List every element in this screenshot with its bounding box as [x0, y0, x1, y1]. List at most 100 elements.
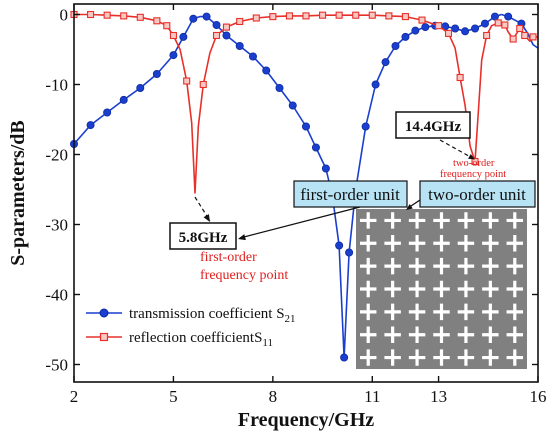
inset-cross-cell: [457, 257, 475, 275]
x-tick-label: 13: [430, 387, 447, 406]
data-point: [335, 241, 344, 250]
inset-cross-cell: [408, 235, 426, 252]
inset-cross-cell: [359, 212, 377, 229]
annotation-first-order: 5.8GHz first-order frequency point: [169, 196, 288, 283]
data-point: [248, 52, 257, 61]
inset-cross-cell: [457, 326, 475, 343]
inset-cross-cell: [408, 280, 426, 298]
y-tick-label: -50: [45, 356, 68, 375]
legend-label-s11: reflection coefficientS11: [129, 330, 273, 349]
x-tick-label: 5: [169, 387, 178, 406]
inset-cross-cell: [482, 280, 499, 298]
data-point: [311, 143, 320, 152]
y-tick-label: 0: [60, 6, 69, 25]
inset-cross-cell: [359, 280, 377, 298]
data-point: [421, 23, 430, 32]
inset-cross-cell: [408, 349, 426, 366]
inset-cross-cell: [433, 235, 450, 252]
inset-cross-cell: [457, 235, 475, 252]
data-point: [319, 11, 327, 19]
data-point: [199, 80, 207, 89]
inset-cross-cell: [384, 212, 401, 229]
two-order-unit-label: two-order unit: [428, 185, 526, 204]
data-point: [189, 14, 198, 23]
inset-cross-cell: [384, 257, 401, 275]
data-point: [451, 24, 460, 33]
y-tick-label: -10: [45, 76, 68, 95]
data-point: [516, 24, 524, 33]
inset-cross-cell: [384, 303, 401, 321]
arrow-head-14-4ghz: [468, 154, 475, 160]
x-tick-label: 8: [269, 387, 278, 406]
y-axis-title: S-parameters/dB: [7, 120, 29, 266]
data-point: [252, 14, 260, 22]
data-point: [435, 22, 443, 30]
label-5-8ghz: 5.8GHz: [179, 230, 228, 246]
data-point: [222, 23, 231, 31]
data-point: [136, 13, 144, 21]
data-point: [321, 164, 330, 173]
data-point: [103, 11, 111, 19]
data-point: [202, 12, 211, 21]
data-point: [368, 11, 376, 19]
inset-cross-cell: [433, 303, 450, 321]
data-point: [494, 19, 502, 27]
first-order-point-line1: first-order: [200, 250, 257, 265]
inset-cross-cell: [482, 326, 499, 343]
two-order-point-line1: two-order: [453, 158, 495, 169]
data-point: [179, 32, 188, 41]
inset-cross-cell: [408, 303, 426, 321]
data-point: [529, 33, 537, 41]
y-tick-label: -40: [45, 286, 68, 305]
data-point: [235, 42, 244, 51]
annotation-two-order: 14.4GHz two-order frequency point: [395, 111, 506, 180]
data-point: [401, 32, 410, 41]
x-axis-title: Frequency/GHz: [238, 409, 374, 431]
data-point: [169, 51, 178, 60]
inset-cross-cell: [433, 212, 450, 229]
data-point: [340, 353, 349, 362]
inset-cross-cell: [433, 349, 450, 366]
inset-cross-cell: [408, 326, 426, 343]
inset-cross-cell: [359, 303, 377, 321]
inset-cross-cell: [457, 303, 475, 321]
inset-cross-cell: [408, 257, 426, 275]
inset-cross-cell: [384, 235, 401, 252]
first-order-unit-arrow-head: [238, 234, 246, 241]
inset-cross-cell: [408, 212, 426, 229]
legend-label-s21-sub: 21: [285, 313, 296, 325]
first-order-point-line2: frequency point: [200, 268, 288, 283]
legend-label-s21: transmission coefficient S21: [129, 306, 296, 325]
inset-cross-cell: [359, 235, 377, 252]
data-point: [269, 13, 277, 21]
inset-cross-cell: [457, 280, 475, 298]
data-point: [471, 24, 480, 33]
data-point: [103, 108, 112, 117]
data-point: [371, 80, 380, 89]
inset-cross-cell: [506, 349, 524, 366]
inset-cross-cell: [433, 280, 450, 298]
inset-cross-cell: [482, 235, 499, 252]
data-point: [302, 12, 310, 20]
plot-frame: [73, 3, 539, 383]
data-point: [119, 95, 128, 104]
arrow-head-5-8ghz: [203, 214, 210, 222]
data-point: [86, 121, 95, 130]
data-point: [183, 77, 191, 85]
data-point: [385, 12, 393, 20]
x-tick-label: 2: [70, 387, 79, 406]
y-tick-label: -30: [45, 216, 68, 235]
inset-cross-cell: [506, 280, 524, 298]
data-point: [153, 17, 161, 25]
inset-cross-cell: [482, 349, 499, 366]
data-point: [480, 19, 489, 28]
data-point: [501, 21, 509, 29]
inset-cross-cell: [506, 212, 524, 229]
inset-cross-cell: [457, 349, 475, 366]
data-point: [521, 31, 529, 40]
data-point: [275, 84, 284, 93]
inset-cross-cell: [359, 257, 377, 275]
data-point: [391, 42, 400, 51]
data-point: [471, 157, 479, 166]
legend-label-s21-main: transmission coefficient S: [129, 306, 285, 322]
